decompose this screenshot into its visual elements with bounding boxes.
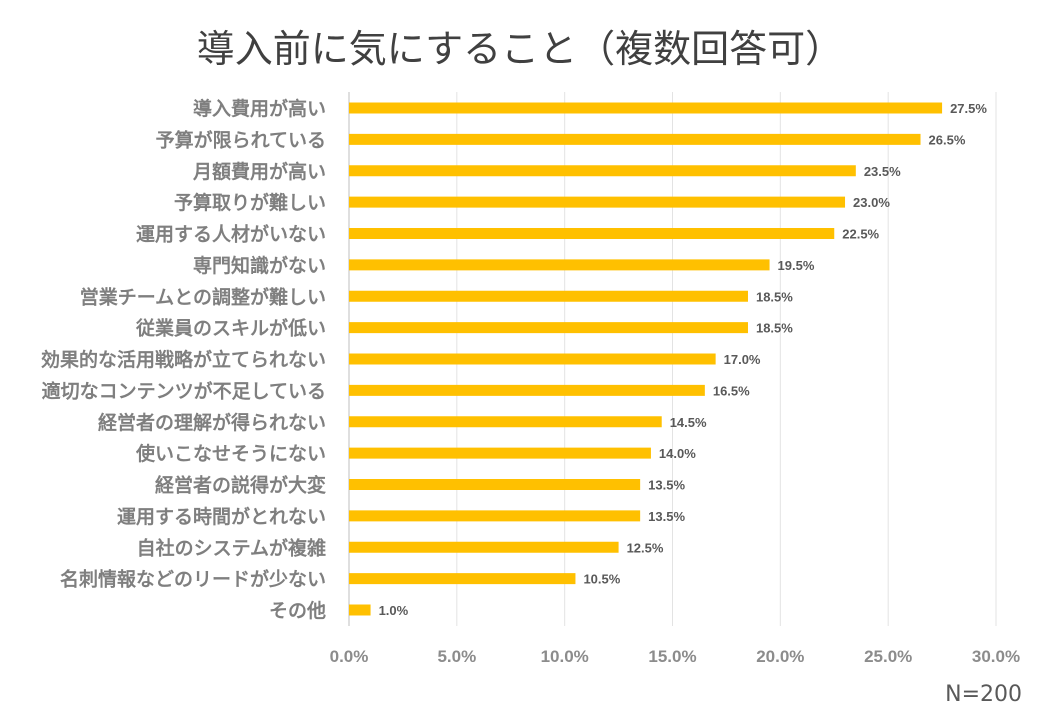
category-label: 自社のシステムが複雑	[137, 536, 326, 559]
data-label: 14.5%	[670, 415, 707, 430]
category-label: 使いこなせそうにない	[135, 443, 326, 465]
data-label: 17.0%	[724, 352, 761, 367]
x-tick-label: 0.0%	[330, 647, 369, 666]
bar	[349, 416, 662, 428]
category-label: 効果的な活用戦略が立てられない	[41, 348, 326, 371]
data-label: 1.0%	[379, 603, 409, 618]
data-label: 19.5%	[778, 258, 815, 273]
x-tick-label: 5.0%	[437, 647, 476, 666]
data-label: 18.5%	[756, 321, 793, 336]
category-label: 従業員のスキルが低い	[135, 317, 326, 340]
bar	[349, 479, 641, 490]
bar	[349, 102, 943, 114]
data-label: 22.5%	[842, 227, 879, 242]
category-label: その他	[269, 599, 326, 622]
category-label: 適切なコンテンツが不足している	[42, 379, 326, 402]
category-label: 経営者の説得が大変	[155, 474, 326, 497]
bar	[349, 165, 856, 177]
data-label: 23.0%	[853, 195, 890, 210]
data-label: 27.5%	[950, 101, 987, 116]
bar	[349, 604, 371, 616]
category-label: 専門知識がない	[193, 254, 326, 277]
bar	[349, 322, 748, 334]
data-label: 12.5%	[627, 540, 664, 555]
bar	[349, 447, 651, 459]
category-label: 運用する人材がいない	[136, 223, 326, 246]
bar	[349, 133, 921, 145]
bar	[349, 196, 846, 208]
data-label: 16.5%	[713, 383, 750, 398]
x-tick-label: 20.0%	[756, 647, 804, 666]
data-label: 26.5%	[929, 132, 966, 147]
category-label: 導入費用が高い	[193, 97, 326, 120]
category-label: 運用する時間がとれない	[117, 505, 326, 528]
data-label: 23.5%	[864, 164, 901, 179]
bar	[349, 228, 835, 239]
data-label: 13.5%	[648, 509, 685, 524]
category-label: 予算取りが難しい	[174, 191, 326, 214]
data-label: 18.5%	[756, 289, 793, 304]
bar	[349, 573, 576, 585]
sample-size-note: N=200	[945, 682, 1022, 707]
data-label: 13.5%	[648, 478, 685, 493]
x-tick-label: 25.0%	[864, 647, 912, 666]
chart-title: 導入前に気にすること（複数回答可）	[196, 27, 844, 71]
bar	[349, 384, 705, 396]
category-label: 予算が限られている	[156, 128, 326, 151]
x-tick-label: 15.0%	[648, 647, 696, 666]
category-label: 営業チームとの調整が難しい	[80, 285, 326, 308]
bar	[349, 510, 641, 522]
bar	[349, 541, 619, 553]
bar	[349, 353, 716, 365]
data-label: 10.5%	[583, 572, 620, 587]
data-label: 14.0%	[659, 446, 696, 461]
bar	[349, 290, 748, 302]
x-tick-label: 10.0%	[541, 647, 589, 666]
category-label: 経営者の理解が得られない	[98, 411, 326, 434]
x-tick-label: 30.0%	[972, 647, 1020, 666]
category-label: 月額費用が高い	[192, 160, 326, 183]
category-label: 名刺情報などのリードが少ない	[60, 568, 326, 591]
bar	[349, 259, 770, 271]
